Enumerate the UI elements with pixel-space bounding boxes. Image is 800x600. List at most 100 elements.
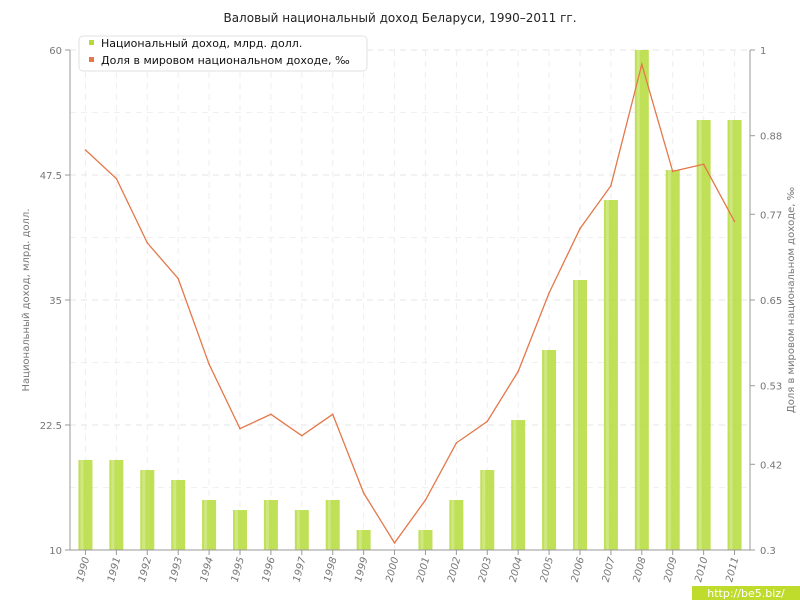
y-axis-left-title: Национальный доход, млрд. долл. bbox=[21, 208, 32, 391]
y-tick-right-label: 0.77 bbox=[760, 210, 782, 221]
bar bbox=[202, 500, 217, 550]
watermark-link[interactable]: http://be5.biz/ bbox=[707, 587, 785, 600]
y-tick-right-label: 0.3 bbox=[760, 546, 776, 557]
line-point bbox=[610, 184, 612, 187]
x-tick-label: 1994 bbox=[199, 556, 216, 583]
x-tick-label: 1999 bbox=[353, 556, 370, 583]
x-tick-label: 2002 bbox=[446, 556, 463, 583]
x-tick-label: 2001 bbox=[415, 556, 432, 583]
legend-swatch-income bbox=[89, 40, 94, 45]
chart-title: Валовый национальный доход Беларуси, 199… bbox=[223, 11, 576, 25]
bar bbox=[511, 420, 526, 550]
line-point bbox=[393, 542, 396, 544]
bar-highlight bbox=[451, 500, 455, 550]
bar bbox=[727, 120, 742, 550]
bar-highlight bbox=[235, 510, 238, 550]
y-tick-left-label: 22.5 bbox=[40, 421, 62, 432]
bar bbox=[634, 50, 649, 550]
bar bbox=[78, 460, 93, 550]
line-point bbox=[146, 242, 149, 244]
line-point bbox=[208, 363, 210, 366]
y-tick-right-label: 0.42 bbox=[760, 460, 782, 471]
line-path bbox=[85, 61, 736, 545]
line-point bbox=[270, 413, 272, 416]
bars bbox=[78, 50, 742, 550]
bar-highlight bbox=[204, 500, 208, 550]
bar-highlight bbox=[173, 480, 177, 550]
line-point bbox=[239, 427, 241, 430]
x-tick-label: 1992 bbox=[137, 556, 154, 583]
x-tick-label: 2011 bbox=[724, 556, 741, 583]
bar bbox=[294, 510, 309, 550]
bar-highlight bbox=[482, 470, 486, 550]
legend: Национальный доход, млрд. долл. Доля в м… bbox=[78, 35, 368, 72]
x-tick-label: 2003 bbox=[477, 556, 494, 583]
x-tick-label: 2006 bbox=[570, 556, 587, 583]
legend-box bbox=[78, 35, 368, 72]
bar bbox=[233, 510, 247, 550]
line-point bbox=[177, 277, 179, 280]
line-point bbox=[486, 420, 489, 423]
x-tick-label: 2004 bbox=[508, 556, 525, 583]
legend-label-income: Национальный доход, млрд. долл. bbox=[101, 37, 302, 50]
bar-highlight bbox=[513, 420, 517, 550]
bar-highlight bbox=[327, 500, 331, 550]
x-tick-label: 2009 bbox=[662, 556, 679, 583]
line-point bbox=[84, 149, 87, 151]
bar-highlight bbox=[358, 530, 362, 550]
line-point bbox=[455, 442, 458, 444]
x-tick-label: 2008 bbox=[632, 556, 649, 583]
line-point bbox=[671, 170, 674, 173]
bar bbox=[356, 530, 371, 550]
bar bbox=[418, 530, 433, 550]
watermark[interactable]: http://be5.biz/ bbox=[692, 586, 800, 600]
bar bbox=[696, 120, 711, 550]
line-point bbox=[301, 434, 303, 437]
line-point bbox=[517, 370, 519, 373]
y-tick-left-label: 47.5 bbox=[40, 171, 62, 182]
y-tick-right-label: 0.65 bbox=[760, 296, 782, 307]
x-tick-label: 1993 bbox=[168, 556, 185, 583]
x-tick-label: 1996 bbox=[261, 556, 278, 583]
bar-highlight bbox=[544, 350, 548, 550]
y-axis-right-title: Доля в мировом национальном доходе, ‰ bbox=[786, 187, 797, 413]
bar bbox=[573, 280, 587, 550]
bar-highlight bbox=[729, 120, 733, 550]
bar bbox=[140, 470, 155, 550]
bar bbox=[109, 460, 124, 550]
line-point bbox=[702, 163, 705, 166]
watermark-box bbox=[692, 586, 800, 600]
bar bbox=[263, 500, 278, 550]
legend-label-share: Доля в мировом национальном доходе, ‰ bbox=[101, 54, 350, 67]
bar-highlight bbox=[698, 120, 702, 550]
line-point bbox=[331, 413, 334, 416]
x-tick-label: 2000 bbox=[384, 556, 401, 583]
bar-highlight bbox=[667, 170, 671, 550]
x-tick-label: 1997 bbox=[292, 555, 309, 583]
x-tick-label: 2010 bbox=[693, 556, 710, 583]
bar bbox=[542, 350, 557, 550]
bar bbox=[171, 480, 186, 550]
x-tick-label: 1991 bbox=[106, 556, 123, 583]
line-point bbox=[579, 227, 581, 230]
x-tick-label: 1998 bbox=[322, 556, 339, 583]
bar-highlight bbox=[80, 460, 84, 550]
legend-swatch-share bbox=[89, 57, 94, 62]
bar-highlight bbox=[111, 460, 115, 550]
x-tick-label: 1990 bbox=[75, 556, 92, 583]
line-point bbox=[548, 292, 550, 294]
bar-highlight bbox=[636, 50, 640, 550]
line-point bbox=[115, 177, 118, 180]
bar bbox=[665, 170, 680, 550]
bar bbox=[603, 200, 618, 550]
y-tick-right-label: 0.88 bbox=[760, 132, 782, 143]
y-tick-right-label: 1 bbox=[760, 46, 766, 57]
bar-highlight bbox=[296, 510, 300, 550]
y-tick-left-label: 10 bbox=[49, 546, 62, 557]
y-tick-right-label: 0.53 bbox=[760, 382, 782, 393]
line-point bbox=[641, 63, 643, 66]
bar-highlight bbox=[265, 500, 269, 550]
x-tick-label: 2007 bbox=[601, 555, 618, 583]
